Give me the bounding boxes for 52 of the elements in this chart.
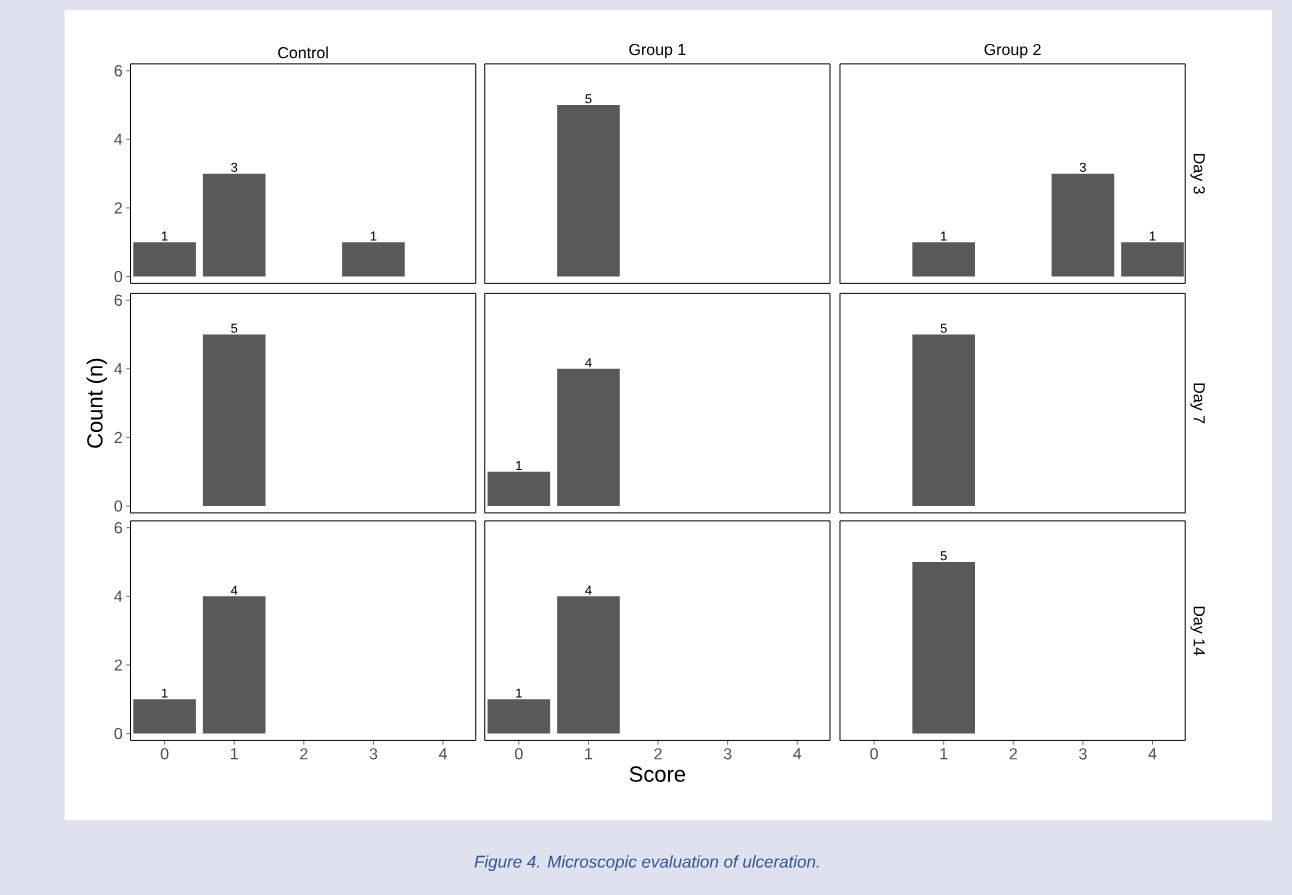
- data-label: 3: [231, 162, 238, 172]
- data-label: 1: [161, 688, 168, 698]
- data-label: 5: [940, 551, 947, 561]
- y-tick-label: 4: [114, 363, 123, 375]
- data-label: 4: [585, 358, 592, 368]
- x-tick-label: 0: [160, 748, 169, 760]
- text: Figure 4. Microscopic evaluation of ulceration.: [474, 855, 819, 872]
- x-tick-label: 4: [438, 748, 448, 760]
- y-tick-label: 6: [114, 522, 123, 534]
- y-axis-title: Count (n): [86, 358, 107, 448]
- data-label: 1: [516, 461, 522, 471]
- data-label: 4: [230, 585, 238, 595]
- x-tick-label: 0: [515, 748, 523, 760]
- x-tick-label: 3: [369, 748, 378, 760]
- x-tick-label: 2: [654, 748, 662, 760]
- x-tick-label: 2: [1009, 748, 1017, 760]
- x-tick-label: 1: [940, 748, 948, 760]
- x-axis-title: Score: [629, 766, 686, 782]
- x-tick-label: 4: [1148, 748, 1157, 760]
- y-tick-label: 0: [114, 727, 123, 740]
- chart-title: Group 1: [629, 43, 686, 59]
- chart-title: Control: [278, 46, 328, 59]
- y-tick-label: 0: [114, 500, 123, 512]
- x-tick-label: 3: [723, 748, 732, 760]
- x-tick-label: 2: [300, 748, 308, 760]
- data-label: 1: [1149, 231, 1156, 241]
- x-tick-label: 1: [231, 748, 238, 760]
- data-label: 3: [1079, 162, 1086, 172]
- chart-title: Group 2: [984, 43, 1041, 59]
- data-label: 5: [231, 323, 238, 333]
- data-label: 1: [941, 231, 947, 241]
- data-label: 1: [516, 688, 522, 698]
- x-tick-label: 4: [793, 748, 802, 760]
- data-label: 5: [585, 94, 592, 104]
- y2-axis-title: Day 14: [1190, 606, 1205, 656]
- y-tick-label: 2: [114, 431, 122, 443]
- data-label: 1: [370, 231, 377, 241]
- y-tick-label: 4: [114, 590, 123, 602]
- y-tick-label: 2: [114, 659, 122, 671]
- x-tick-label: 3: [1079, 748, 1087, 760]
- data-label: 4: [585, 585, 592, 595]
- y-tick-label: 2: [114, 202, 122, 214]
- y-tick-label: 4: [114, 133, 123, 145]
- y2-axis-title: Day 3: [1190, 154, 1205, 194]
- y-tick-label: 6: [114, 65, 123, 77]
- data-label: 1: [161, 231, 168, 241]
- data-label: 5: [940, 323, 947, 333]
- y2-axis-title: Day 7: [1190, 383, 1205, 424]
- x-tick-label: 1: [585, 748, 593, 760]
- x-tick-label: 0: [870, 748, 878, 760]
- y-tick-label: 0: [114, 270, 123, 283]
- y-tick-label: 6: [114, 294, 123, 306]
